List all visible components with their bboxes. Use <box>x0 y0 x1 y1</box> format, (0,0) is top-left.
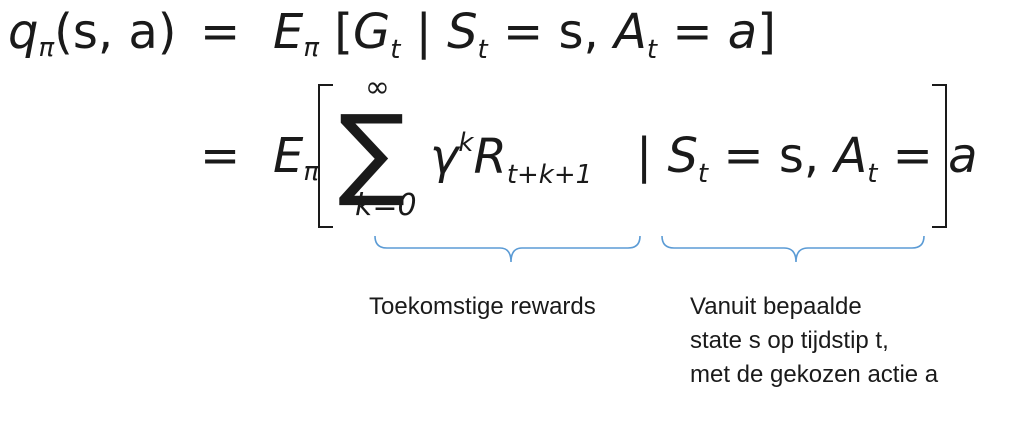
formula-line-1: Eπ [Gt | St = s, At = a] <box>273 4 776 65</box>
big-bracket-left <box>318 84 333 228</box>
summation-lower-limit: k=0 <box>355 188 417 223</box>
underbrace-future-rewards <box>374 235 641 263</box>
summation-upper-limit: ∞ <box>365 70 390 105</box>
summand: γkRt+k+1 <box>430 128 593 190</box>
label-future-rewards: Toekomstige rewards <box>369 293 596 320</box>
label-from-state-line-1: Vanuit bepaalde <box>690 293 862 320</box>
summation-symbol: ∑ <box>338 93 406 210</box>
label-from-state-line-3: met de gekozen actie a <box>690 361 939 388</box>
condition-line-2: | St = s, At = a <box>636 128 978 189</box>
underbrace-state-action <box>661 235 925 263</box>
label-from-state: Vanuit bepaalde state s op tijdstip t, m… <box>690 290 1010 392</box>
equals-sign-1: = <box>200 4 241 60</box>
label-from-state-line-2: state s op tijdstip t, <box>690 327 889 354</box>
big-bracket-right <box>932 84 947 228</box>
formula-lhs: qπ(s, a) <box>8 4 177 63</box>
equals-sign-2: = <box>200 128 241 184</box>
expectation-operator: Eπ <box>273 128 319 187</box>
